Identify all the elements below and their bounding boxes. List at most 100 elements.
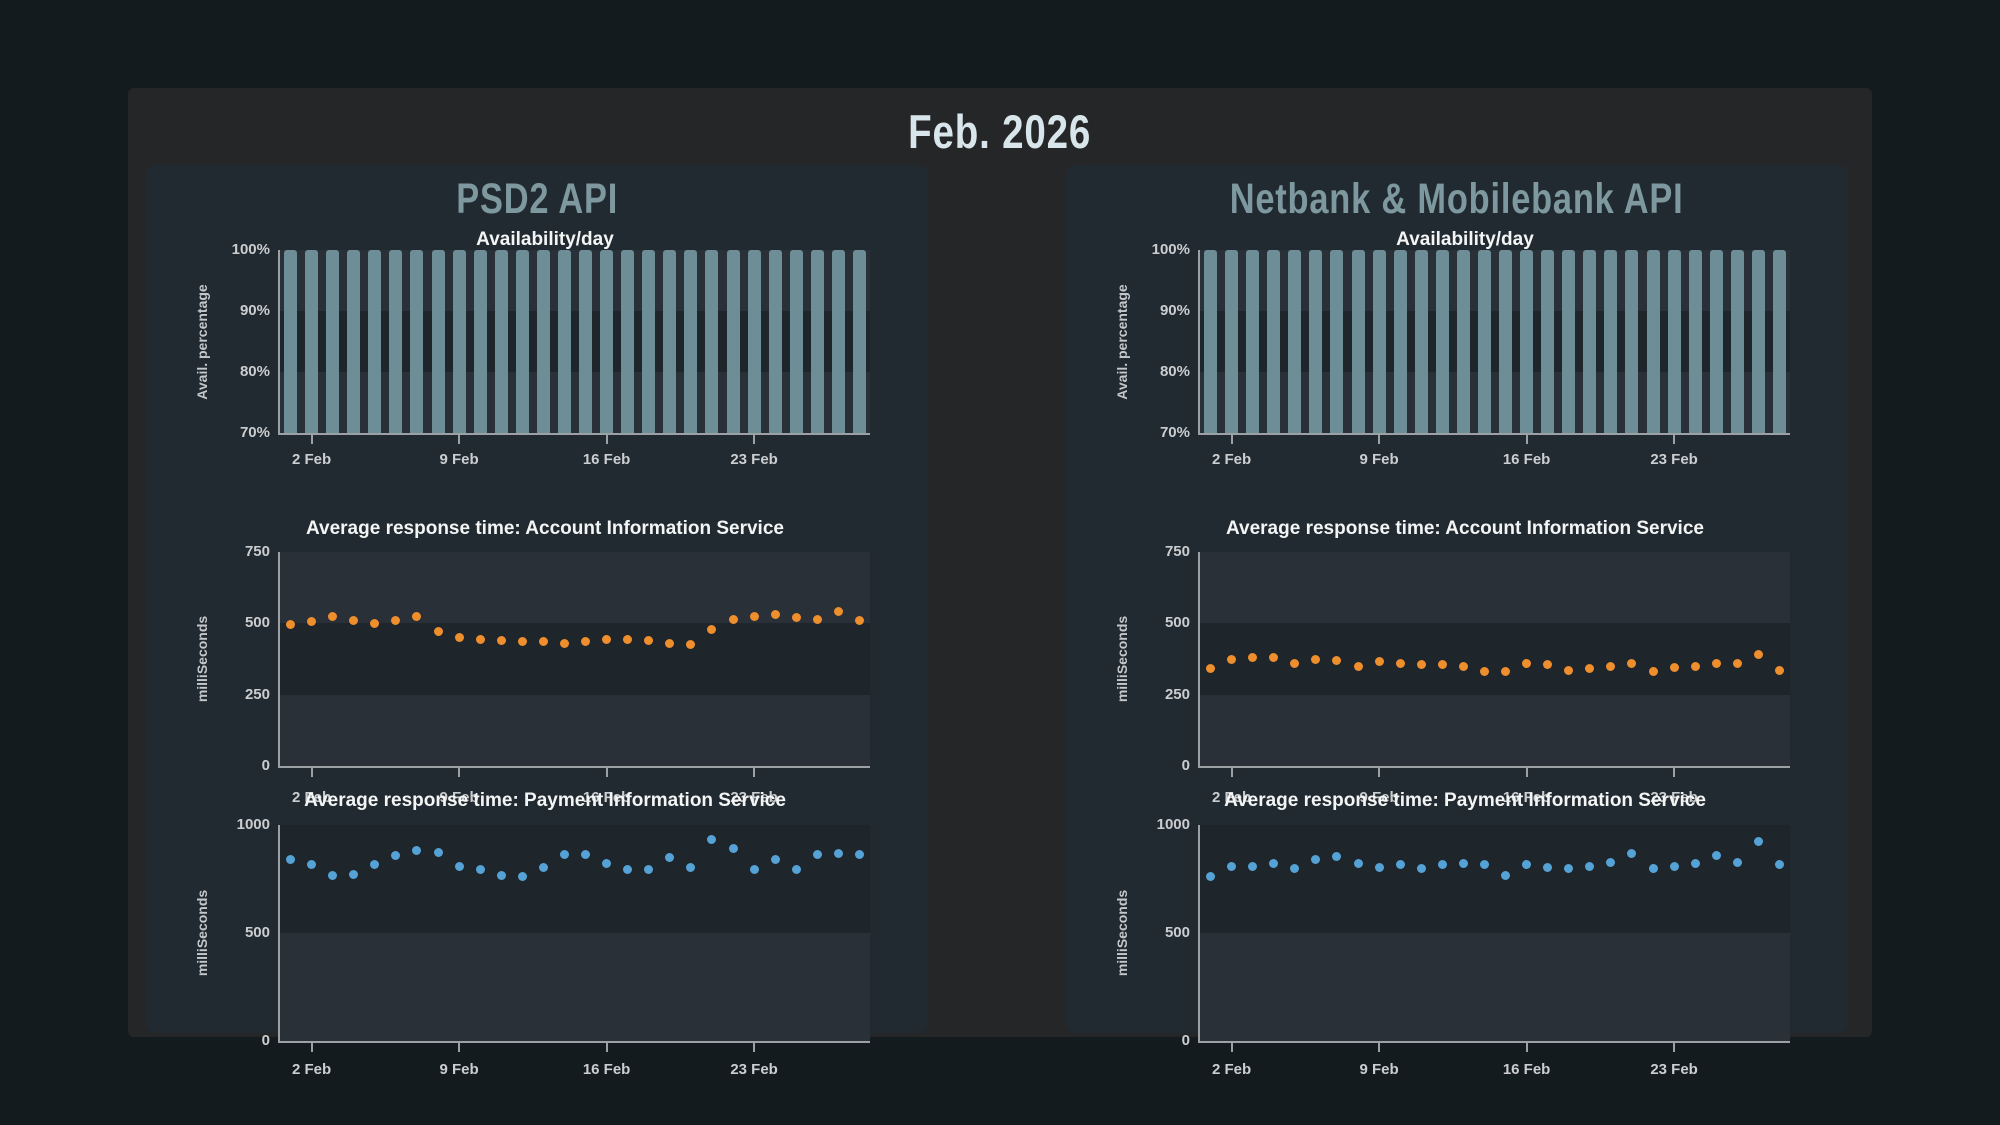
x-tick-label: 9 Feb [1359, 1061, 1399, 1078]
y-axis-line [1198, 552, 1200, 767]
bar [747, 250, 761, 433]
bar [1604, 250, 1618, 433]
bar [810, 250, 824, 433]
data-point [623, 634, 633, 644]
x-tick-label: 9 Feb [439, 451, 479, 468]
plot-area [1200, 250, 1790, 433]
data-point [1332, 655, 1342, 665]
plot-area [280, 250, 870, 433]
chart-title: Average response time: Account Informati… [1226, 518, 1704, 539]
data-point [1332, 851, 1342, 861]
bar [305, 250, 319, 433]
panel-title-psd2: PSD2 API [456, 175, 618, 223]
chart-title: Availability/day [476, 229, 614, 250]
x-tick-label: 9 Feb [1359, 789, 1399, 806]
data-point [1522, 860, 1532, 870]
x-axis-line [278, 433, 870, 435]
data-point [286, 620, 296, 630]
data-point [728, 614, 738, 624]
x-tick-label: 16 Feb [582, 451, 631, 468]
x-tick-mark [605, 435, 608, 444]
x-tick-label: 23 Feb [730, 1061, 778, 1078]
data-point [1690, 859, 1700, 869]
data-point [1753, 650, 1763, 660]
data-point [602, 859, 612, 869]
data-point [791, 864, 801, 874]
data-point [1227, 861, 1237, 871]
data-point [1585, 861, 1595, 871]
data-point [1269, 859, 1279, 869]
data-point [1627, 848, 1637, 858]
x-tick-mark [1673, 1043, 1676, 1052]
data-point [1479, 667, 1489, 677]
panel-psd2-api: PSD2 API Availability/day Avail. percenta… [146, 165, 928, 1078]
bar [1730, 250, 1744, 433]
data-point [538, 637, 548, 647]
data-point [1416, 863, 1426, 873]
y-tick-label: 500 [1164, 614, 1190, 632]
data-point [1479, 860, 1489, 870]
data-point [1206, 664, 1216, 674]
panel-netbank-mobilebank-api: Netbank & Mobilebank API Availability/da… [1066, 165, 1848, 1078]
data-point [602, 634, 612, 644]
bar [1625, 250, 1639, 433]
data-point [307, 860, 317, 870]
bar [1751, 250, 1765, 433]
y-tick-label: 80% [239, 363, 270, 380]
data-point [1374, 657, 1384, 667]
x-tick-label: 2 Feb [292, 1061, 332, 1078]
y-tick-label: 70% [1159, 424, 1190, 441]
data-point [686, 862, 696, 872]
data-point [728, 844, 738, 854]
bar [536, 250, 550, 433]
x-tick-mark [1525, 1043, 1528, 1052]
x-tick-mark [1673, 435, 1676, 444]
data-point [854, 849, 864, 859]
bar [1204, 250, 1218, 433]
data-point [559, 638, 569, 648]
y-tick-label: 750 [1164, 543, 1190, 560]
data-point [1501, 667, 1511, 677]
data-point [1543, 660, 1553, 670]
bar [579, 250, 593, 433]
x-tick-mark [310, 1043, 313, 1052]
data-point [581, 849, 591, 859]
bar [1499, 250, 1513, 433]
bar [1435, 250, 1449, 433]
x-axis-line [1198, 433, 1790, 435]
x-tick-mark [753, 1043, 756, 1052]
data-point [770, 855, 780, 865]
y-tick-label: 1000 [236, 816, 270, 833]
y-tick-label: 100% [1151, 241, 1190, 258]
data-point [307, 617, 317, 627]
y-tick-label: 1000 [1156, 816, 1190, 833]
chart-title: Average response time: Account Informati… [306, 518, 784, 539]
x-tick-label: 16 Feb [1502, 451, 1551, 468]
bar [1646, 250, 1660, 433]
data-point [475, 634, 485, 644]
bar [410, 250, 424, 433]
data-point [1606, 661, 1616, 671]
bar [347, 250, 361, 433]
bar [684, 250, 698, 433]
x-tick-mark [1673, 768, 1676, 777]
data-point [833, 848, 843, 858]
x-tick-label: 23 Feb [1650, 451, 1698, 468]
x-tick-mark [1378, 435, 1381, 444]
data-point [1395, 658, 1405, 668]
data-point [370, 618, 380, 628]
data-point [1522, 658, 1532, 668]
report-container: Feb. 2026 PSD2 API Availability/day Avail… [128, 88, 1872, 1078]
data-point [644, 864, 654, 874]
bar [473, 250, 487, 433]
data-point [1353, 859, 1363, 869]
x-tick-mark [1525, 435, 1528, 444]
data-point [1669, 663, 1679, 673]
bar [1267, 250, 1281, 433]
data-point [749, 611, 759, 621]
page-title-text: Feb. 2026 [908, 105, 1092, 158]
data-point [1627, 658, 1637, 668]
bar [326, 250, 340, 433]
bar [705, 250, 719, 433]
data-point [707, 624, 717, 634]
